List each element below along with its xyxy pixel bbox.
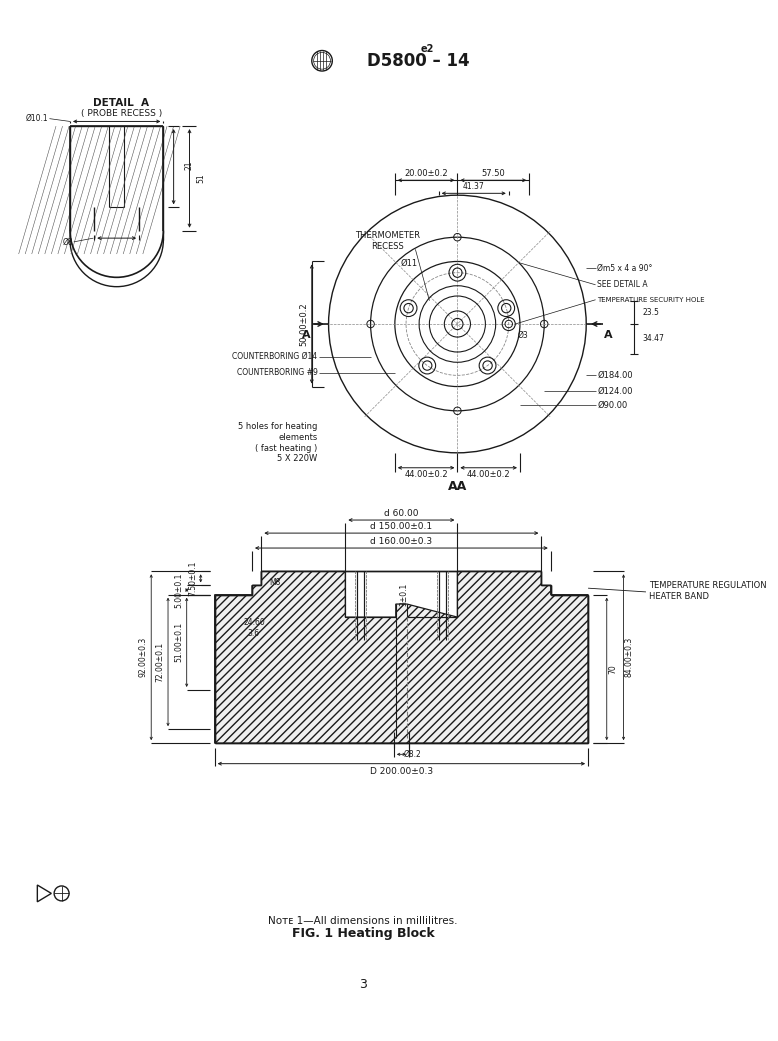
Text: TEMPERATURE SECURITY HOLE: TEMPERATURE SECURITY HOLE	[598, 297, 705, 303]
Text: RECESS: RECESS	[371, 242, 404, 251]
Text: 72.00±0.1: 72.00±0.1	[156, 642, 164, 682]
Text: e2: e2	[421, 44, 434, 54]
Text: D 200.00±0.3: D 200.00±0.3	[370, 766, 433, 776]
Text: Ø124.00: Ø124.00	[598, 386, 633, 396]
Text: 51.00±0.1: 51.00±0.1	[174, 623, 183, 662]
Text: 51: 51	[196, 174, 205, 183]
Text: FIG. 1 Heating Block: FIG. 1 Heating Block	[292, 928, 434, 940]
Text: 70: 70	[608, 664, 617, 674]
Text: 21: 21	[184, 160, 193, 170]
Text: Ø184.00: Ø184.00	[598, 371, 633, 380]
Text: Nᴏᴛᴇ 1—All dimensions in millilitres.: Nᴏᴛᴇ 1—All dimensions in millilitres.	[268, 916, 458, 926]
Polygon shape	[215, 572, 588, 743]
Text: ( fast heating ): ( fast heating )	[255, 443, 317, 453]
Text: ( PROBE RECESS ): ( PROBE RECESS )	[81, 108, 162, 118]
Text: Ø8.2: Ø8.2	[404, 750, 422, 759]
Text: 41.37: 41.37	[462, 182, 484, 192]
Text: 5.00±0.1: 5.00±0.1	[174, 573, 183, 608]
Text: 84.00±0.3: 84.00±0.3	[625, 637, 633, 678]
Text: d 60.00: d 60.00	[384, 509, 419, 518]
Text: 24.60: 24.60	[243, 618, 265, 628]
Text: elements: elements	[278, 433, 317, 442]
Text: SEE DETAIL A: SEE DETAIL A	[598, 280, 648, 289]
Text: A: A	[302, 330, 310, 340]
Text: 34.47: 34.47	[642, 334, 664, 344]
Text: THERMOMETER: THERMOMETER	[355, 231, 420, 239]
Text: 5 X 220W: 5 X 220W	[277, 454, 317, 463]
Text: 3.6: 3.6	[248, 630, 260, 638]
Text: 44.00±0.2: 44.00±0.2	[405, 469, 448, 479]
Text: M8: M8	[270, 578, 281, 587]
Text: 44.00±0.2: 44.00±0.2	[467, 469, 510, 479]
Text: 92.00±0.3: 92.00±0.3	[138, 637, 148, 678]
Text: Ø10.1: Ø10.1	[26, 115, 48, 123]
Text: Øm5 x 4 a 90°: Øm5 x 4 a 90°	[598, 263, 653, 273]
Text: Ø3: Ø3	[518, 331, 529, 339]
Text: COUNTERBORING #9: COUNTERBORING #9	[237, 369, 317, 377]
Text: 3: 3	[359, 979, 367, 991]
Text: Ø11: Ø11	[401, 259, 418, 268]
Text: 3±0.1: 3±0.1	[400, 583, 408, 606]
Text: COUNTERBORING Ø14: COUNTERBORING Ø14	[233, 352, 317, 361]
Text: AA: AA	[448, 480, 467, 493]
Text: A: A	[605, 330, 613, 340]
Text: Ø8: Ø8	[62, 237, 73, 247]
Text: 20.00±0.2: 20.00±0.2	[405, 170, 448, 178]
Text: 23.5: 23.5	[642, 308, 659, 318]
Text: 7.50±0.1: 7.50±0.1	[188, 561, 197, 596]
Text: 5 holes for heating: 5 holes for heating	[238, 423, 317, 431]
Text: TEMPERATURE REGULATION: TEMPERATURE REGULATION	[649, 581, 766, 590]
Text: d 160.00±0.3: d 160.00±0.3	[370, 537, 433, 545]
Text: D5800 – 14: D5800 – 14	[367, 52, 469, 70]
Text: 57.50: 57.50	[482, 170, 505, 178]
Text: DETAIL  A: DETAIL A	[93, 98, 149, 108]
Text: d 150.00±0.1: d 150.00±0.1	[370, 523, 433, 531]
Text: HEATER BAND: HEATER BAND	[649, 592, 709, 601]
Text: Ø90.00: Ø90.00	[598, 401, 628, 410]
Text: 50.00±0.2: 50.00±0.2	[300, 302, 309, 346]
